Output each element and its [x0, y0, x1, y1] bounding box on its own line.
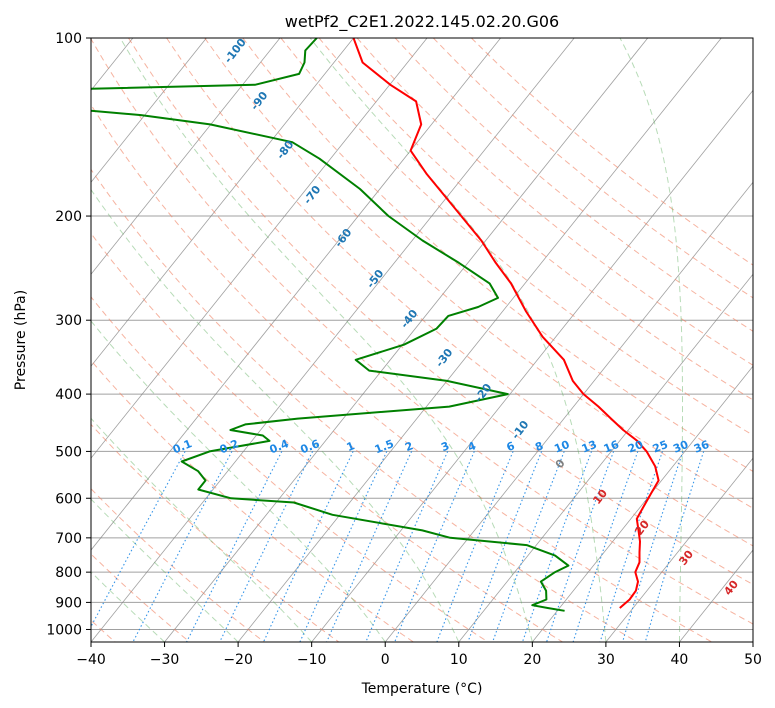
- mixing-ratio-label: 10: [552, 438, 571, 456]
- dry-adiabat-line: [166, 38, 753, 547]
- moist-adiabat-line: [309, 38, 607, 642]
- chart-title: wetPf2_C2E1.2022.145.02.20.G06: [285, 12, 559, 32]
- mixing-ratio-label: 13: [580, 438, 599, 456]
- y-tick-label: 300: [55, 313, 82, 329]
- dry-adiabat-line: [356, 38, 753, 366]
- isotherm-line: [605, 457, 753, 642]
- dry-adiabat-line: [91, 103, 713, 642]
- mixing-ratio-line: [91, 451, 186, 628]
- plot-area: [91, 38, 753, 642]
- x-tick-label: −40: [76, 652, 106, 668]
- mixing-ratio-label: 8: [533, 439, 545, 454]
- x-tick-label: 50: [744, 652, 762, 668]
- mixing-ratio-line: [644, 451, 705, 642]
- y-tick-label: 400: [55, 387, 82, 403]
- y-tick-label: 700: [55, 531, 82, 547]
- mixing-ratio-line: [467, 451, 543, 642]
- isotherm-line: [458, 273, 753, 642]
- x-tick-label: −20: [223, 652, 253, 668]
- dry-adiabat-line: [128, 38, 753, 586]
- x-tick-label: 20: [523, 652, 541, 668]
- mixing-ratio-line: [436, 451, 514, 642]
- dry-adiabat-line: [242, 38, 753, 472]
- mixing-ratio-label: 36: [692, 438, 711, 456]
- mixing-ratio-line: [394, 451, 475, 642]
- mixing-ratio-label: 1: [345, 439, 357, 454]
- isotherm-line: [164, 38, 649, 642]
- mixing-ratio-line: [219, 451, 314, 642]
- dry-adiabat-line: [91, 553, 191, 642]
- y-tick-label: 900: [55, 595, 82, 611]
- y-tick-label: 500: [55, 444, 82, 460]
- isotherm-line: [91, 38, 428, 459]
- x-tick-label: −10: [297, 652, 327, 668]
- moist-adiabat-line: [91, 320, 386, 642]
- dry-adiabat-line: [204, 38, 753, 509]
- y-tick-label: 200: [55, 209, 82, 225]
- mixing-ratio-label: 30: [671, 438, 690, 456]
- mixing-ratio-line: [546, 451, 615, 642]
- dry-adiabat-line: [394, 38, 753, 332]
- temperature-profile-line: [352, 38, 660, 609]
- y-tick-label: 800: [55, 565, 82, 581]
- mixing-ratio-line: [186, 451, 283, 642]
- dry-adiabat-line: [91, 296, 489, 642]
- profile-lines: [91, 38, 660, 612]
- mixing-ratio-label: 20: [626, 438, 645, 456]
- x-tick-label: 0: [381, 652, 390, 668]
- dry-adiabat-line: [91, 359, 414, 642]
- isotherm-line: [532, 365, 753, 642]
- dry-adiabat-line: [91, 232, 563, 642]
- isotherm-line: [384, 181, 753, 642]
- isotherm-line: [91, 38, 207, 183]
- y-axis-title: Pressure (hPa): [13, 290, 29, 390]
- isotherm-line: [237, 38, 722, 642]
- mixing-ratio-line: [572, 451, 639, 642]
- mixing-ratio-label: 2: [403, 439, 415, 454]
- mixing-ratio-line: [492, 451, 565, 642]
- plot-frame: [90, 37, 754, 643]
- isotherm-line: [91, 38, 575, 642]
- isotherm-line: [91, 38, 281, 275]
- axes: −40 −30 −20 −10 0 10 20 30 40 50 100 200 300 400 500 60…: [46, 31, 762, 668]
- mixing-ratio-line: [262, 451, 354, 642]
- mixing-ratio-line: [132, 451, 233, 642]
- x-axis-title: Temperature (°C): [361, 681, 483, 697]
- moist-adiabat-line: [91, 571, 165, 642]
- y-tick-label: 600: [55, 491, 82, 507]
- background-lines: [91, 38, 753, 642]
- mixing-ratio-label: 16: [602, 438, 621, 456]
- dry-adiabat-line: [91, 168, 638, 642]
- y-tick-label: 100: [55, 31, 82, 47]
- moist-adiabat-line: [619, 38, 683, 642]
- moist-adiabat-line: [91, 498, 239, 642]
- dry-adiabat-line: [91, 38, 753, 625]
- x-tick-label: 40: [671, 652, 689, 668]
- y-tick-label: 1000: [46, 622, 82, 638]
- mixing-ratio-line: [521, 451, 593, 642]
- dry-adiabat-line: [91, 488, 265, 642]
- isotherm-line: [91, 38, 501, 551]
- mixing-ratio-label: 3: [439, 439, 451, 454]
- moist-adiabat-line: [119, 38, 533, 642]
- x-tick-label: 10: [450, 652, 468, 668]
- x-tick-label: 30: [597, 652, 615, 668]
- mixing-ratio-line: [599, 451, 664, 642]
- dewpoint-profile-line: [91, 38, 570, 612]
- mixing-ratio-label: 25: [651, 438, 670, 456]
- dry-adiabat-line: [432, 38, 753, 299]
- x-tick-label: −30: [150, 652, 180, 668]
